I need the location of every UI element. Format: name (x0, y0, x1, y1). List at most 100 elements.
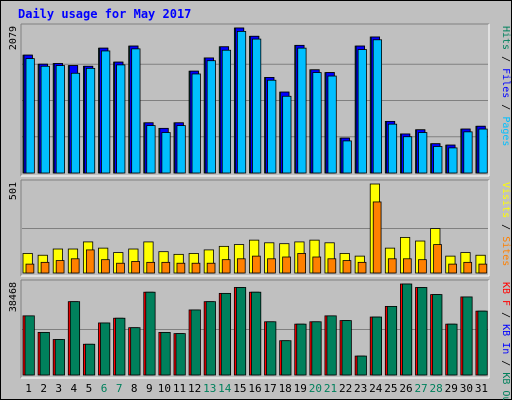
bar-kbout-28 (432, 294, 443, 376)
x-tick-label: 14 (218, 382, 232, 395)
bar-kbout-4 (69, 301, 81, 376)
panel-visits-axis-label: Visits / Sites (500, 182, 511, 266)
bar-pages-2 (40, 65, 50, 174)
bar-sites-21 (327, 258, 337, 274)
x-tick-label: 3 (55, 382, 62, 395)
x-tick-label: 11 (173, 382, 186, 395)
bar-sites-19 (297, 253, 306, 274)
bar-sites-12 (191, 262, 201, 274)
bar-sites-9 (146, 261, 156, 274)
bar-sites-13 (206, 262, 216, 274)
bar-kbout-2 (39, 332, 50, 376)
x-tick-label: 19 (294, 382, 307, 395)
axis-label-part: KB F (500, 282, 511, 306)
bar-kbout-16 (251, 291, 262, 376)
bar-pages-10 (161, 132, 171, 174)
bar-pages-18 (282, 95, 292, 174)
x-tick-label: 30 (460, 382, 473, 395)
bar-sites-23 (357, 261, 367, 274)
panel-requests: 2079 Hits / Files / Pages (8, 23, 511, 177)
panel-requests-axis-label: Hits / Files / Pages (500, 26, 511, 146)
bar-kbout-8 (130, 327, 141, 376)
bar-pages-6 (101, 50, 111, 174)
bar-pages-1 (25, 58, 35, 174)
bar-kbout-22 (341, 320, 352, 376)
bar-sites-22 (342, 260, 352, 274)
bar-kbout-12 (190, 309, 201, 376)
x-tick-label: 25 (384, 382, 397, 395)
panel-requests-bars (22, 27, 488, 174)
panel-requests-max-label: 2079 (8, 26, 19, 50)
bar-pages-31 (478, 128, 488, 174)
bar-sites-2 (40, 261, 50, 274)
bar-pages-27 (418, 132, 428, 174)
bar-kbout-6 (100, 322, 111, 376)
bar-sites-11 (176, 262, 186, 274)
bar-kbout-5 (84, 343, 96, 376)
x-tick-label: 27 (414, 382, 427, 395)
bar-sites-7 (116, 262, 125, 274)
x-tick-label: 8 (131, 382, 138, 395)
bar-kbout-25 (386, 305, 398, 376)
bar-kbout-23 (356, 355, 367, 376)
bar-sites-15 (236, 258, 246, 274)
x-tick-label: 21 (324, 382, 337, 395)
bar-kbout-9 (145, 291, 156, 376)
bar-sites-6 (101, 259, 110, 274)
bar-pages-7 (116, 64, 126, 174)
bar-pages-19 (297, 47, 307, 174)
bar-kbout-20 (311, 321, 322, 376)
bar-pages-16 (252, 38, 262, 174)
bar-pages-3 (55, 65, 65, 174)
bar-pages-4 (70, 72, 81, 174)
bar-pages-20 (312, 72, 322, 174)
x-tick-label: 28 (430, 382, 443, 395)
bar-kbout-15 (235, 287, 247, 376)
bar-sites-31 (478, 263, 488, 274)
bar-kbout-30 (462, 296, 473, 376)
bar-pages-26 (403, 136, 413, 174)
x-tick-label: 24 (369, 382, 383, 395)
axis-label-part: KB Out (500, 372, 511, 400)
bar-kbout-11 (175, 333, 186, 376)
bar-pages-22 (342, 140, 352, 174)
x-tick-label: 5 (86, 382, 93, 395)
axis-label-part: / (500, 306, 511, 324)
bar-kbout-19 (296, 323, 307, 376)
panel-traffic-bars (22, 283, 488, 376)
chart-title: Daily usage for May 2017 (18, 7, 191, 21)
bar-pages-25 (387, 123, 398, 174)
axis-label-part: / (500, 218, 511, 236)
panel-visits-max-label: 501 (8, 182, 19, 200)
x-tick-label: 17 (263, 382, 276, 395)
bar-pages-23 (357, 49, 367, 174)
x-tick-label: 31 (475, 382, 488, 395)
bar-kbout-31 (477, 310, 488, 376)
x-tick-labels: 1 2 3 4 5 6 7 8 9 10 11 12 13 14 15 16 17 18 19 20 21 22 23 24 2… (25, 382, 488, 395)
bar-kbout-14 (220, 292, 232, 376)
bar-kbout-17 (266, 321, 277, 376)
bar-pages-29 (448, 147, 458, 174)
axis-label-part: Files (500, 68, 511, 98)
axis-label-part: Pages (500, 116, 511, 146)
bar-sites-14 (221, 259, 231, 274)
bar-sites-8 (131, 261, 140, 274)
x-tick-label: 26 (399, 382, 412, 395)
panel-visits: 501 Visits / Sites (8, 179, 511, 277)
panel-visits-bars (22, 183, 488, 274)
x-tick-label: 4 (71, 382, 78, 395)
bar-kbout-10 (160, 332, 171, 376)
x-tick-label: 18 (279, 382, 292, 395)
bar-kbout-3 (54, 339, 65, 376)
bar-sites-28 (433, 244, 442, 274)
bar-pages-11 (176, 125, 186, 174)
bar-sites-18 (282, 256, 291, 274)
panel-traffic: 38468 KB F / KB In / KB Out (8, 279, 511, 400)
x-tick-label: 15 (233, 382, 246, 395)
axis-label-part: / (500, 50, 511, 68)
bar-sites-1 (25, 263, 35, 274)
panel-traffic-max-label: 38468 (8, 282, 19, 312)
bar-pages-9 (146, 125, 156, 174)
bar-sites-30 (463, 261, 473, 274)
